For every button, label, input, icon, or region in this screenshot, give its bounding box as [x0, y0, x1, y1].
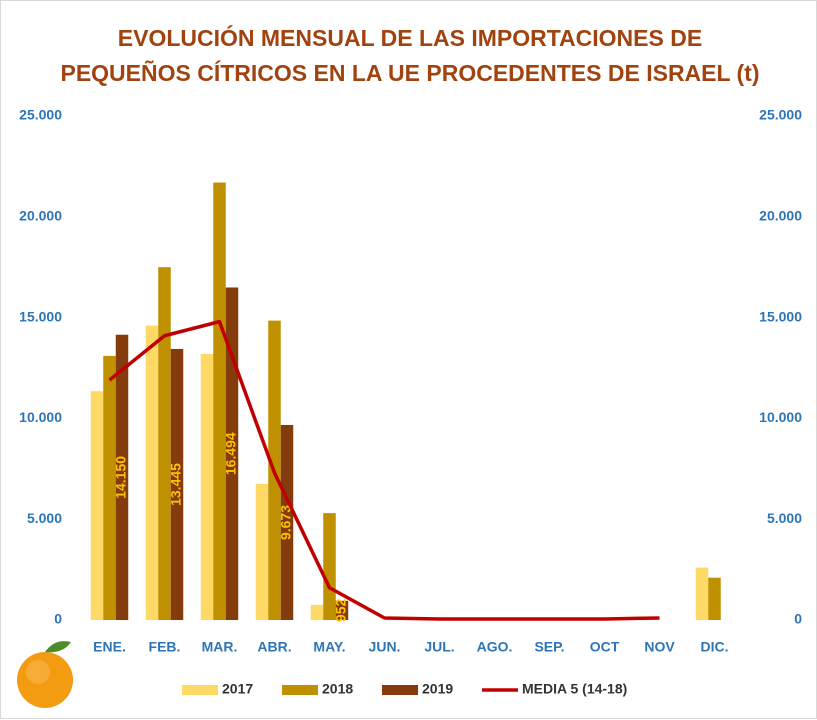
bar: [170, 348, 184, 620]
bar: [695, 567, 709, 620]
y2-tick-label: 20.000: [759, 208, 802, 224]
data-label: 13.445: [168, 463, 184, 506]
bar: [323, 513, 336, 620]
y2-tick-label: 10.000: [759, 409, 802, 425]
y-tick-label: 25.000: [19, 107, 62, 123]
orange-icon: [17, 641, 73, 708]
y-tick-label: 0: [54, 611, 62, 627]
legend-swatch: [282, 685, 318, 695]
bar: [213, 182, 226, 620]
bar: [708, 577, 721, 620]
x-tick-label: OCT: [590, 639, 620, 655]
y-tick-label: 20.000: [19, 208, 62, 224]
x-tick-label: AGO.: [477, 639, 513, 655]
bar: [103, 355, 116, 620]
x-tick-label: ENE.: [93, 639, 126, 655]
x-tick-label: MAR.: [202, 639, 238, 655]
y-tick-label: 15.000: [19, 308, 62, 324]
y2-tick-label: 5.000: [767, 510, 802, 526]
bar: [90, 391, 104, 620]
bar: [200, 353, 214, 620]
legend-label: 2019: [422, 681, 453, 697]
legend-swatch: [182, 685, 218, 695]
bar: [115, 334, 129, 620]
bar: [310, 604, 324, 620]
y2-tick-label: 0: [794, 611, 802, 627]
bar: [145, 325, 159, 620]
y-tick-label: 5.000: [27, 510, 62, 526]
x-tick-label: SEP.: [534, 639, 564, 655]
data-label: 9.673: [278, 505, 294, 540]
chart-title: EVOLUCIÓN MENSUAL DE LAS IMPORTACIONES D…: [118, 24, 702, 51]
x-tick-label: ABR.: [257, 639, 291, 655]
x-tick-label: JUL.: [424, 639, 454, 655]
x-tick-label: JUN.: [369, 639, 401, 655]
x-tick-label: MAY.: [313, 639, 345, 655]
x-tick-label: NOV: [644, 639, 675, 655]
bar: [255, 483, 269, 620]
x-tick-label: FEB.: [149, 639, 181, 655]
chart-subtitle: PEQUEÑOS CÍTRICOS EN LA UE PROCEDENTES D…: [60, 59, 759, 86]
legend-label: MEDIA 5 (14-18): [522, 681, 627, 697]
bar: [158, 267, 171, 620]
data-label: 952: [333, 599, 349, 623]
legend-label: 2018: [322, 681, 353, 697]
legend-swatch: [382, 685, 418, 695]
data-label: 14.150: [113, 456, 129, 499]
data-label: 16.494: [223, 432, 239, 475]
y2-tick-label: 15.000: [759, 308, 802, 324]
bar: [335, 600, 349, 620]
y-tick-label: 10.000: [19, 409, 62, 425]
bar: [280, 424, 294, 620]
bar: [225, 287, 239, 620]
line-series: [108, 319, 660, 621]
y2-tick-label: 25.000: [759, 107, 802, 123]
x-tick-label: DIC.: [701, 639, 729, 655]
legend-label: 2017: [222, 681, 253, 697]
